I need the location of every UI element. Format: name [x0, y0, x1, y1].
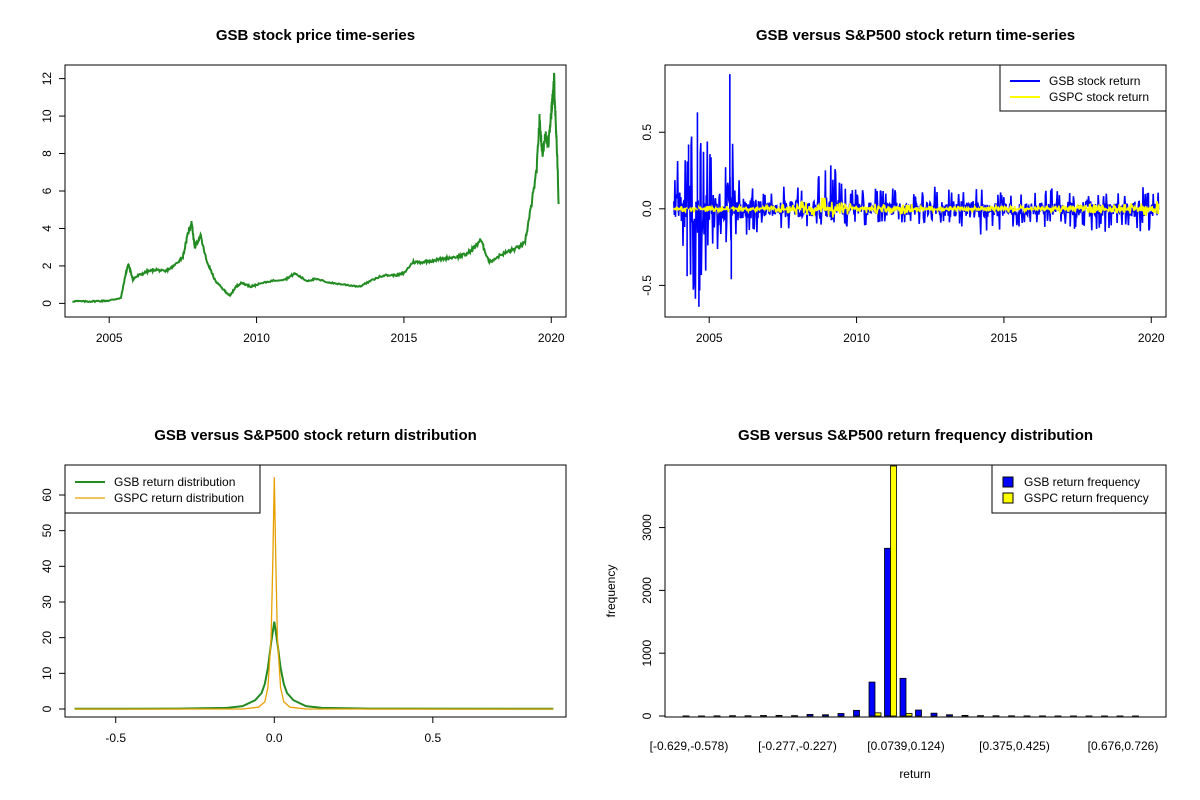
series-line-gsb-density	[74, 621, 554, 710]
chart-title: GSB versus S&P500 stock return time-seri…	[756, 27, 1075, 44]
legend-label: GSPC stock return	[1049, 90, 1149, 104]
bar-gsb	[853, 709, 860, 717]
x-tick-label: [0.0739,0.124)	[867, 739, 944, 753]
x-tick-label: 2010	[843, 331, 870, 345]
y-tick-label: -0.5	[640, 275, 654, 296]
y-axis-label: frequency	[604, 565, 618, 618]
bar-gsb	[775, 714, 783, 717]
bar-gsb	[822, 714, 829, 717]
x-tick-label: 2015	[391, 331, 418, 345]
y-tick-label: 2000	[640, 577, 654, 604]
legend-swatch	[1002, 476, 1014, 488]
x-tick-label: -0.5	[105, 731, 126, 745]
chart-frequency: GSB versus S&P500 return frequency distr…	[604, 427, 1167, 781]
bar-gsb	[915, 709, 922, 717]
y-tick-label: 0	[40, 300, 54, 307]
plot-frame	[664, 464, 1167, 718]
series-line-gspc-return	[673, 197, 1160, 218]
y-tick-label: 12	[40, 72, 54, 86]
bar-gsb	[868, 681, 876, 717]
y-tick-label: 0	[640, 712, 654, 719]
legend-label: GSB return distribution	[114, 475, 235, 489]
series-line-gspc-density	[74, 477, 554, 710]
bar-gsb	[884, 547, 891, 717]
bar-gsb	[899, 677, 907, 717]
x-tick-label: [0.375,0.425)	[979, 739, 1050, 753]
bar-gsb	[760, 715, 767, 717]
y-tick-label: 10	[40, 666, 54, 680]
y-tick-label: 6	[40, 187, 54, 194]
x-tick-label: 2010	[243, 331, 270, 345]
legend: GSB return frequency GSPC return frequenc…	[991, 464, 1167, 514]
legend-box	[991, 464, 1167, 514]
y-tick-label: 20	[40, 631, 54, 645]
y-tick-label: 8	[40, 150, 54, 157]
bar-gsb	[961, 714, 969, 717]
series-line-gsb-return	[673, 136, 1160, 299]
bar-gsb	[946, 714, 953, 717]
legend-label: GSB stock return	[1049, 74, 1140, 88]
y-tick-label: 3000	[640, 514, 654, 541]
bar-gsb	[806, 714, 814, 717]
x-tick-label: [-0.277,-0.227)	[758, 739, 837, 753]
x-tick-label: 2020	[538, 331, 565, 345]
x-tick-label: 0.5	[424, 731, 441, 745]
bar-gspc	[874, 712, 882, 717]
legend-swatch	[1002, 492, 1014, 504]
bar-gspc	[890, 465, 897, 717]
x-tick-label: 0.0	[266, 731, 283, 745]
x-axis-label: return	[899, 767, 930, 781]
y-tick-label: 30	[40, 595, 54, 609]
y-tick-label: 0.0	[640, 200, 654, 217]
y-tick-label: 0.5	[640, 124, 654, 141]
legend-label: GSB return frequency	[1024, 475, 1140, 489]
chart-returns: GSB versus S&P500 stock return time-seri…	[640, 27, 1167, 345]
y-tick-label: 40	[40, 559, 54, 573]
chart-title: GSB versus S&P500 stock return distribut…	[154, 427, 477, 444]
y-tick-label: 60	[40, 488, 54, 502]
series-line-gsb-price	[72, 72, 560, 304]
legend: GSB stock return GSPC stock return	[999, 64, 1167, 112]
bar-gsb	[930, 712, 938, 717]
legend-box	[999, 64, 1167, 112]
x-tick-label: [0.676,0.726)	[1088, 739, 1159, 753]
x-tick-label: 2020	[1138, 331, 1165, 345]
x-tick-label: 2005	[96, 331, 123, 345]
x-tick-label: 2015	[991, 331, 1018, 345]
y-tick-label: 0	[40, 705, 54, 712]
chart-title: GSB versus S&P500 return frequency distr…	[738, 427, 1093, 444]
legend-label: GSPC return frequency	[1024, 491, 1149, 505]
bar-gspc	[905, 713, 913, 717]
legend: GSB return distribution GSPC return distr…	[64, 464, 261, 514]
legend-box	[64, 464, 261, 514]
chart-density: GSB versus S&P500 stock return distribut…	[40, 427, 567, 745]
y-tick-label: 4	[40, 225, 54, 232]
bar-gsb	[837, 713, 845, 717]
y-tick-label: 1000	[640, 640, 654, 667]
y-tick-label: 50	[40, 524, 54, 538]
y-tick-label: 2	[40, 262, 54, 269]
x-tick-label: 2005	[696, 331, 723, 345]
chart-title: GSB stock price time-series	[216, 27, 415, 44]
legend-label: GSPC return distribution	[114, 491, 244, 505]
y-tick-label: 10	[40, 109, 54, 123]
x-tick-label: [-0.629,-0.578)	[650, 739, 729, 753]
